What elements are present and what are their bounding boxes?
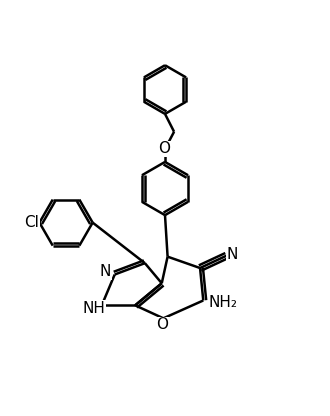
Text: Cl: Cl [24, 215, 39, 230]
Text: N: N [227, 247, 238, 262]
Text: O: O [156, 317, 168, 332]
Text: NH: NH [82, 301, 105, 316]
Text: O: O [158, 141, 170, 156]
Text: NH₂: NH₂ [209, 295, 238, 310]
Text: N: N [100, 264, 111, 279]
